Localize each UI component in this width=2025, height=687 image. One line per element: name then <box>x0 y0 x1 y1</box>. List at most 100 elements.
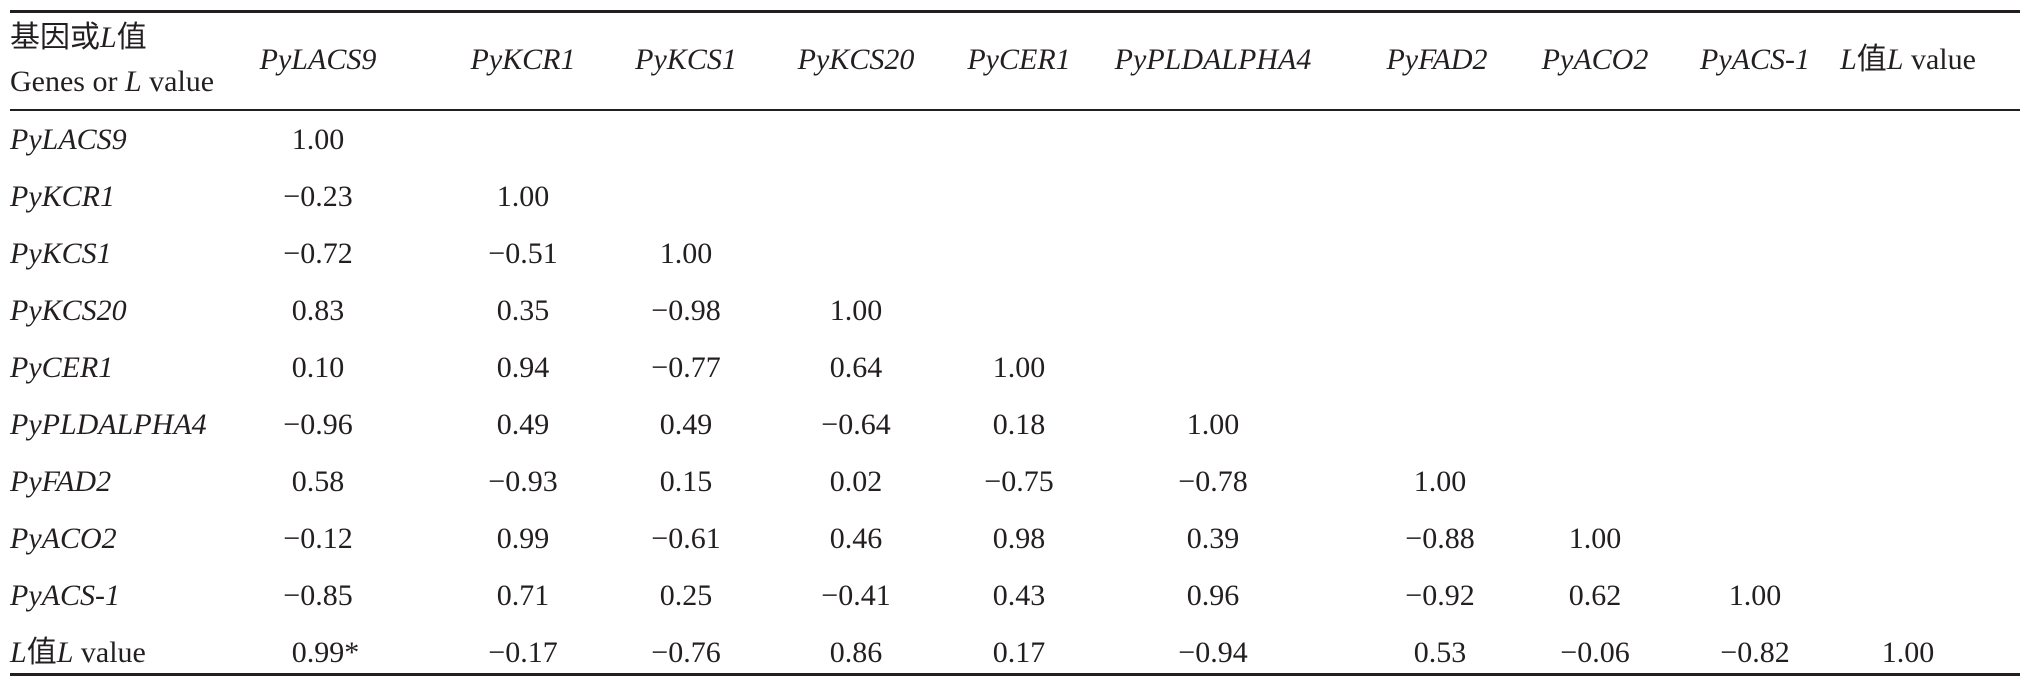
table-cell: −0.64 <box>821 407 890 443</box>
table-cell: −0.23 <box>283 179 352 215</box>
table-cell: 0.64 <box>830 350 883 386</box>
cell-value: 0.46 <box>829 522 883 555</box>
table-cell: 0.43 <box>993 578 1046 614</box>
corner-zh-prefix: 基因或 <box>10 21 100 54</box>
cell-value: −0.92 <box>1405 579 1475 612</box>
row-label: PyFAD2 <box>10 465 112 498</box>
last-col-en-suffix: value <box>1903 43 1976 76</box>
cell-value: 1.00 <box>1728 579 1782 612</box>
column-header-gene: PyPLDALPHA4 <box>1114 43 1312 76</box>
table-cell: −0.85 <box>283 578 352 614</box>
column-header-gene: PyFAD2 <box>1386 43 1488 76</box>
cell-value: 0.83 <box>291 294 345 327</box>
column-header-gene: PyLACS9 <box>259 43 377 76</box>
significance-mark: * <box>344 636 360 669</box>
table-cell: 0.25 <box>660 578 713 614</box>
last-col-zh-suffix: 值 <box>1856 43 1887 76</box>
table-cell: 1.00 <box>1414 464 1467 500</box>
last-col-zh-l: L <box>1840 43 1857 76</box>
table-cell: 1.00 <box>1569 521 1622 557</box>
table-cell: −0.76 <box>651 635 720 671</box>
corner-zh-l: L <box>100 21 117 54</box>
table-cell: −0.78 <box>1178 464 1247 500</box>
table-cell: −0.77 <box>651 350 720 386</box>
table-cell: −0.94 <box>1178 635 1247 671</box>
row-label: PyCER1 <box>10 351 114 384</box>
table-cell: −0.92 <box>1405 578 1474 614</box>
cell-value: 0.53 <box>1413 636 1467 669</box>
row-label: PyACS-1 <box>10 579 120 612</box>
cell-value: −0.98 <box>651 294 721 327</box>
table-cell: −0.72 <box>283 236 352 272</box>
cell-value: 0.25 <box>659 579 713 612</box>
cell-value: 0.98 <box>992 522 1046 555</box>
table-cell: 1.00 <box>993 350 1046 386</box>
table-cell: 0.10 <box>292 350 345 386</box>
corner-zh-suffix: 值 <box>116 21 147 54</box>
table-cell: 0.83 <box>292 293 345 329</box>
row-label-en-suffix: value <box>73 636 146 669</box>
cell-value: 1.00 <box>291 123 345 156</box>
table-cell: 0.98 <box>993 521 1046 557</box>
column-header-gene: PyCER1 <box>967 43 1071 76</box>
cell-value: 0.62 <box>1568 579 1622 612</box>
table-cell: 0.02 <box>830 464 883 500</box>
table-cell: 0.62 <box>1569 578 1622 614</box>
correlation-table: 基因或L值 Genes or L value PyLACS9 PyKCR1 PyKC… <box>10 0 2020 687</box>
table-cell: 1.00 <box>1729 578 1782 614</box>
cell-value: −0.64 <box>821 408 891 441</box>
cell-value: 1.00 <box>659 237 713 270</box>
table-cell: 1.00 <box>497 179 550 215</box>
row-label: L值L value <box>10 635 146 671</box>
cell-value: 1.00 <box>1413 465 1467 498</box>
cell-value: 1.00 <box>829 294 883 327</box>
cell-value: 0.10 <box>291 351 345 384</box>
cell-value: −0.51 <box>488 237 558 270</box>
column-header-gene: PyKCR1 <box>470 43 576 76</box>
cell-value: 0.71 <box>496 579 550 612</box>
cell-value: −0.17 <box>488 636 558 669</box>
cell-value: −0.06 <box>1560 636 1630 669</box>
table-cell: 1.00 <box>292 122 345 158</box>
cell-value: −0.75 <box>984 465 1054 498</box>
cell-value: −0.93 <box>488 465 558 498</box>
table-cell: −0.41 <box>821 578 890 614</box>
table-cell: 0.15 <box>660 464 713 500</box>
table-cell: 0.53 <box>1414 635 1467 671</box>
table-cell: 0.71 <box>497 578 550 614</box>
table-cell: 0.96 <box>1187 578 1240 614</box>
cell-value: 0.49 <box>496 408 550 441</box>
header-rule <box>10 109 2020 111</box>
cell-value: −0.77 <box>651 351 721 384</box>
bottom-rule <box>10 673 2020 676</box>
cell-value: −0.78 <box>1178 465 1248 498</box>
row-label: PyLACS9 <box>10 123 127 156</box>
table-cell: 0.86 <box>830 635 883 671</box>
cell-value: 0.94 <box>496 351 550 384</box>
cell-value: −0.82 <box>1720 636 1790 669</box>
table-cell: 1.00 <box>660 236 713 272</box>
column-header-gene: PyKCS20 <box>797 43 915 76</box>
corner-header-zh: 基因或L值 <box>10 20 147 56</box>
table-cell: −0.93 <box>488 464 557 500</box>
cell-value: 0.96 <box>1186 579 1240 612</box>
corner-en-suffix: value <box>141 65 215 98</box>
table-cell: 0.94 <box>497 350 550 386</box>
corner-en-prefix: Genes or <box>10 65 125 98</box>
cell-value: −0.94 <box>1178 636 1248 669</box>
top-rule <box>10 10 2020 13</box>
cell-value: 0.99 <box>496 522 550 555</box>
cell-value: 0.86 <box>829 636 883 669</box>
cell-value: −0.76 <box>651 636 721 669</box>
table-cell: −0.82 <box>1720 635 1789 671</box>
cell-value: 1.00 <box>1881 636 1935 669</box>
cell-value: 1.00 <box>992 351 1046 384</box>
table-cell: −0.88 <box>1405 521 1474 557</box>
cell-value: 0.99 <box>291 636 345 669</box>
table-cell: 0.99 * <box>291 635 360 671</box>
table-cell: 1.00 <box>1187 407 1240 443</box>
table-cell: 1.00 <box>1882 635 1935 671</box>
table-cell: −0.96 <box>283 407 352 443</box>
table-cell: 0.18 <box>993 407 1046 443</box>
cell-value: 0.49 <box>659 408 713 441</box>
